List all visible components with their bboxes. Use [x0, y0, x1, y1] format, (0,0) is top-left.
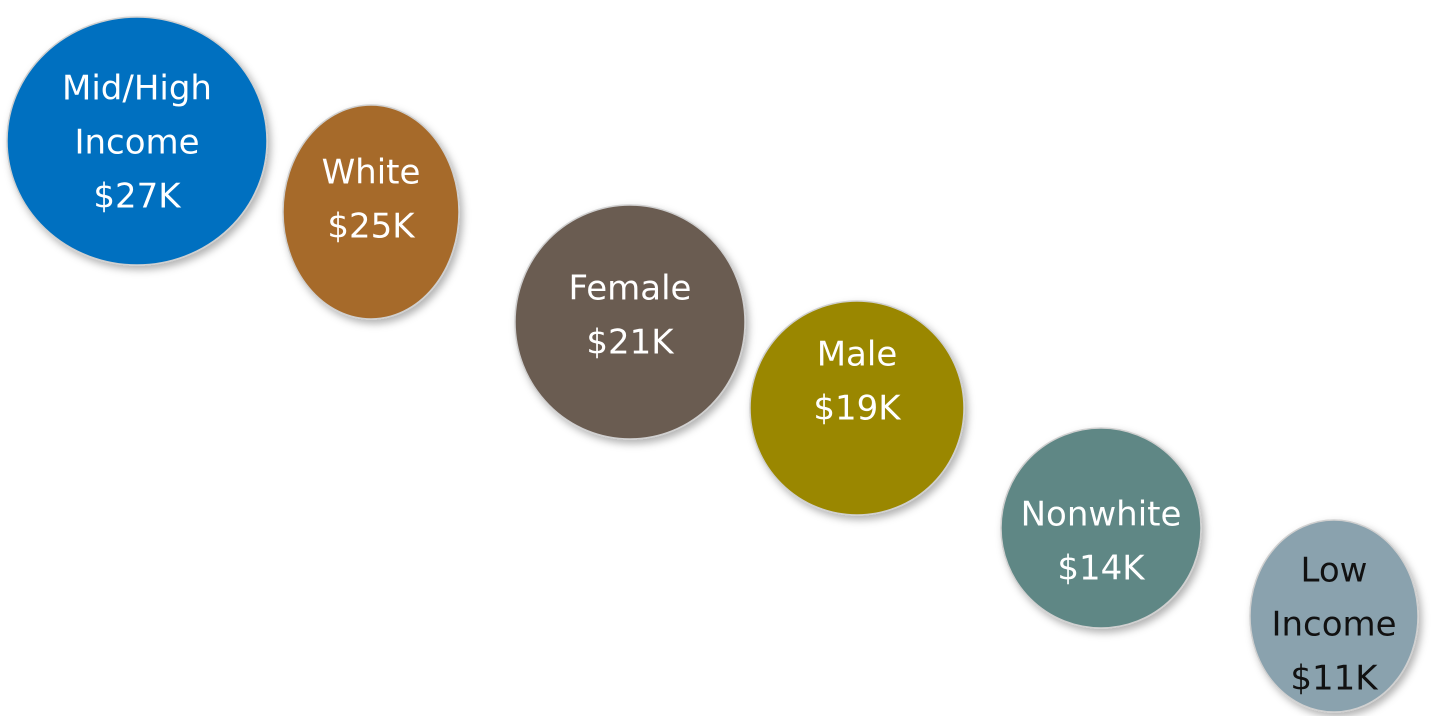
node-label: Nonwhite [1021, 495, 1182, 535]
node-amount: $21K [586, 323, 675, 363]
node-label: Income [1271, 605, 1396, 645]
node-amount: $19K [813, 389, 902, 429]
node-amount: $11K [1290, 659, 1379, 699]
circle-node [282, 104, 460, 320]
node-label: Low [1301, 551, 1368, 591]
circle-node [1000, 427, 1202, 629]
circle-node [514, 204, 746, 440]
node-label: Male [817, 335, 898, 375]
circle-node [749, 300, 965, 516]
node-label: Income [74, 123, 199, 163]
circle-node [1249, 519, 1419, 713]
node-label: White [322, 153, 421, 193]
node-amount: $25K [327, 207, 416, 247]
circle-node [6, 16, 268, 266]
node-label: Female [569, 269, 692, 309]
node-label: Mid/High [62, 69, 212, 109]
node-amount: $27K [93, 177, 182, 217]
node-amount: $14K [1057, 549, 1146, 589]
